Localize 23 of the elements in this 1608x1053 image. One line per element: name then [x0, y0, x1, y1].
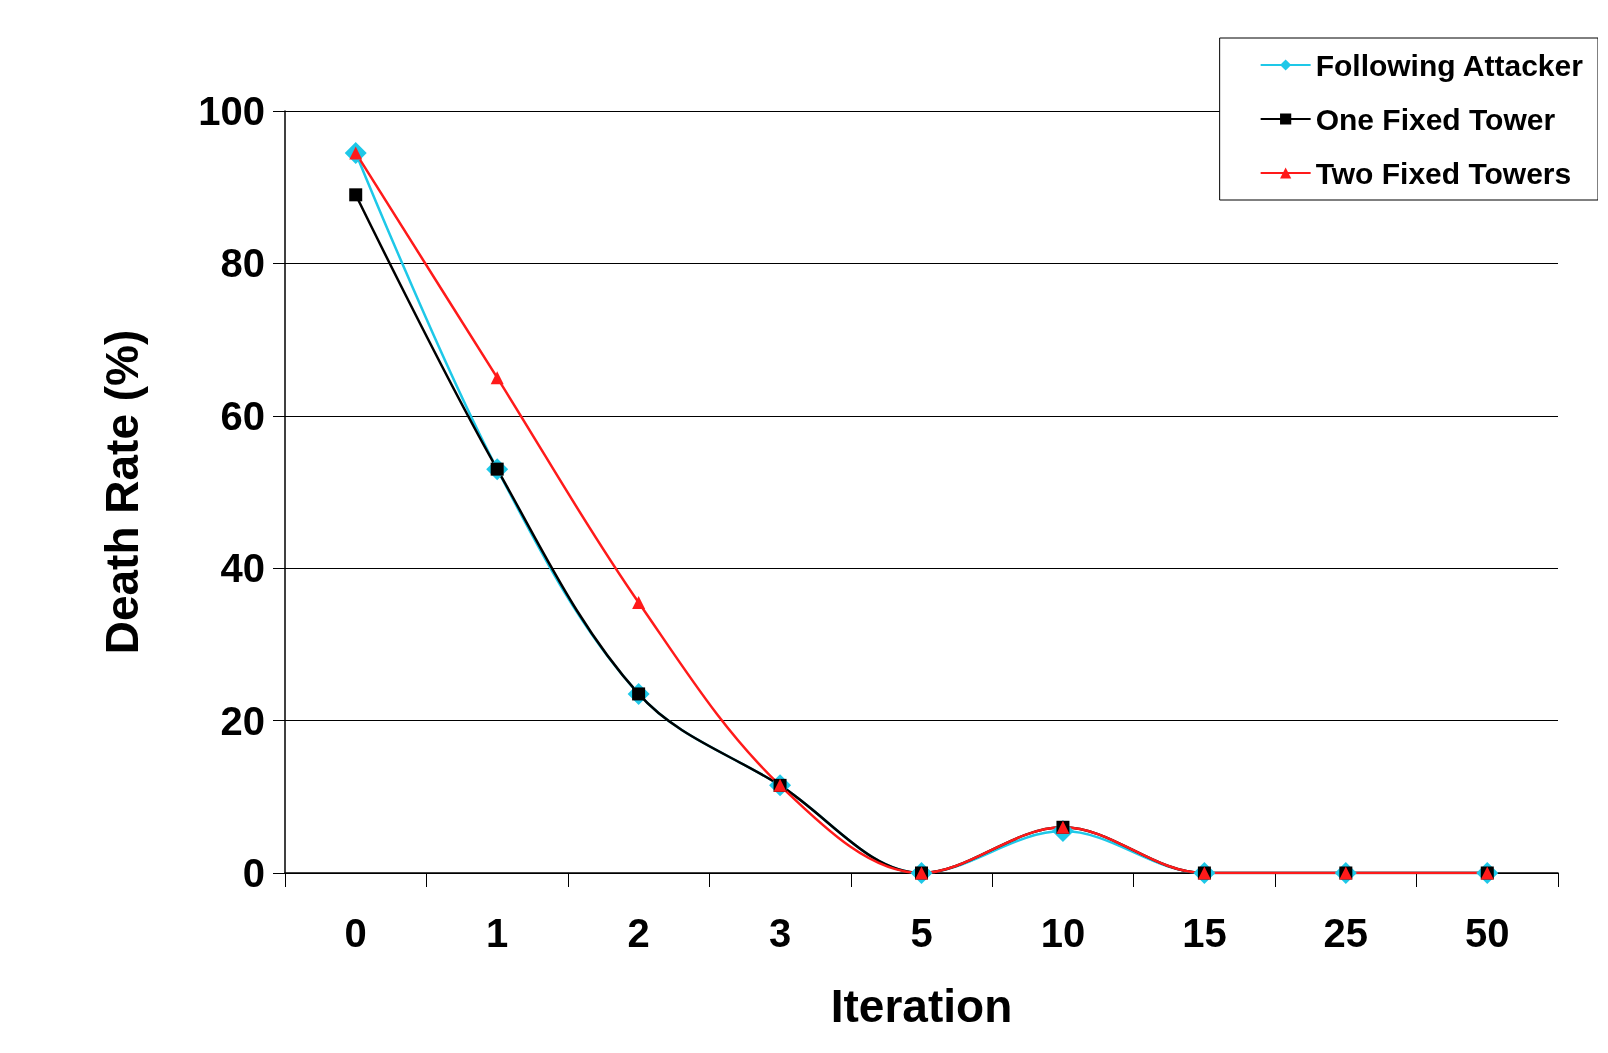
y-tick-label: 20 [220, 698, 265, 743]
y-tick-label: 80 [220, 241, 265, 286]
x-tick-label: 5 [910, 911, 933, 955]
y-tick-label: 100 [198, 89, 265, 133]
point [490, 371, 504, 385]
x-axis-title: Iteration [830, 980, 1013, 1032]
x-tick-label: 1 [486, 911, 509, 955]
x-tick-label: 3 [768, 911, 792, 955]
x-tick-label: 10 [1040, 911, 1086, 955]
point [349, 188, 363, 202]
x-tick-label: 15 [1182, 911, 1227, 955]
y-axis-title: Death Rate (%) [96, 329, 148, 655]
x-tick-label: 25 [1323, 911, 1369, 955]
legend-label: Two Fixed Towers [1315, 156, 1572, 190]
x-tick-label: 50 [1465, 911, 1510, 955]
x-tick-label: 2 [627, 911, 650, 955]
y-tick-label: 60 [220, 393, 265, 438]
legend-label: One Fixed Tower [1315, 102, 1556, 136]
legend-label: Following Attacker [1315, 48, 1584, 82]
y-tick-label: 40 [220, 546, 265, 591]
y-tick-label: 0 [242, 851, 265, 895]
x-tick-label: 0 [344, 911, 367, 955]
point [632, 595, 646, 609]
